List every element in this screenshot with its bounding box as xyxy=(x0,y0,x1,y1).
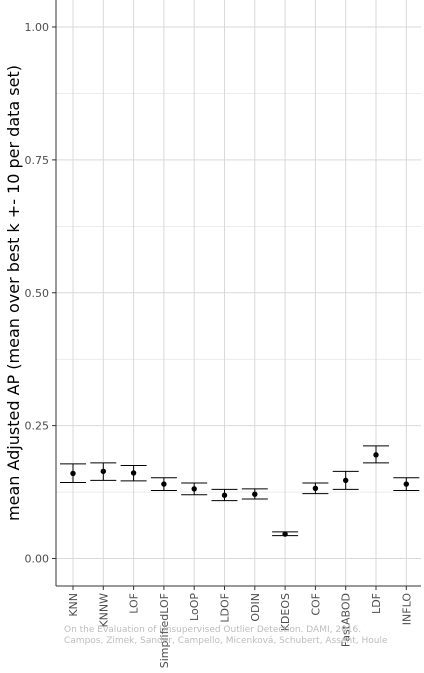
watermark-line-1: On the Evaluation of Unsupervised Outlie… xyxy=(64,625,361,635)
y-tick-label: 0.00 xyxy=(25,553,50,566)
x-tick-label: INFLO xyxy=(400,593,413,626)
error-bar-group xyxy=(241,488,268,500)
x-tick-label: FastABOD xyxy=(340,593,353,647)
error-bar-group xyxy=(60,463,86,483)
mean-point xyxy=(312,485,319,492)
error-bar-group xyxy=(332,470,359,490)
x-axis-ticks: KNN KNNW LOF SimplifiedLOF LoOP LDOF ODIN KDEOS… xyxy=(67,586,413,668)
mean-point xyxy=(252,491,258,497)
mean-point xyxy=(343,477,349,484)
y-tick-label: 1.00 xyxy=(25,21,50,34)
y-tick-label: 0.25 xyxy=(25,420,50,433)
error-bar-group xyxy=(363,445,389,464)
mean-point xyxy=(100,468,107,475)
mean-point xyxy=(221,492,228,498)
y-tick-label: 0.75 xyxy=(25,154,50,167)
gridlines xyxy=(56,0,421,586)
mean-point xyxy=(70,470,76,477)
x-tick-label: LDOF xyxy=(219,593,232,623)
error-bar-group xyxy=(393,477,420,491)
y-axis-ticks: 0.00 0.25 0.50 0.75 1.00 xyxy=(25,21,56,566)
y-axis-title: mean Adjusted AP (mean over best k +- 10… xyxy=(4,65,23,521)
x-tick-label: KNNW xyxy=(97,593,110,628)
error-bar-group xyxy=(302,482,329,495)
error-bar-group xyxy=(120,464,147,482)
mean-point xyxy=(282,531,288,537)
y-tick-label: 0.50 xyxy=(25,287,50,300)
mean-point xyxy=(403,481,409,487)
x-tick-label: KDEOS xyxy=(279,593,292,631)
mean-point xyxy=(161,481,167,487)
mean-point xyxy=(373,452,379,458)
x-tick-label: LDF xyxy=(370,593,383,614)
mean-point xyxy=(130,470,137,476)
data-marks xyxy=(60,445,420,537)
x-tick-label: ODIN xyxy=(249,593,262,622)
x-tick-label: LOF xyxy=(128,593,141,614)
x-tick-label: LoOP xyxy=(188,593,201,621)
watermark-line-2: Campos, Zimek, Sander, Campello, Micenko… xyxy=(64,636,388,646)
error-bar-group xyxy=(181,482,208,496)
watermark: On the Evaluation of Unsupervised Outlie… xyxy=(64,625,388,646)
error-bar-group xyxy=(211,488,238,502)
x-tick-label: COF xyxy=(309,593,322,616)
error-bar-group xyxy=(90,462,117,481)
error-bar-group xyxy=(150,477,177,491)
error-bar-group xyxy=(272,531,299,537)
x-tick-label: KNN xyxy=(67,593,80,617)
mean-point xyxy=(191,486,197,492)
x-tick-label: SimplifiedLOF xyxy=(158,593,171,668)
